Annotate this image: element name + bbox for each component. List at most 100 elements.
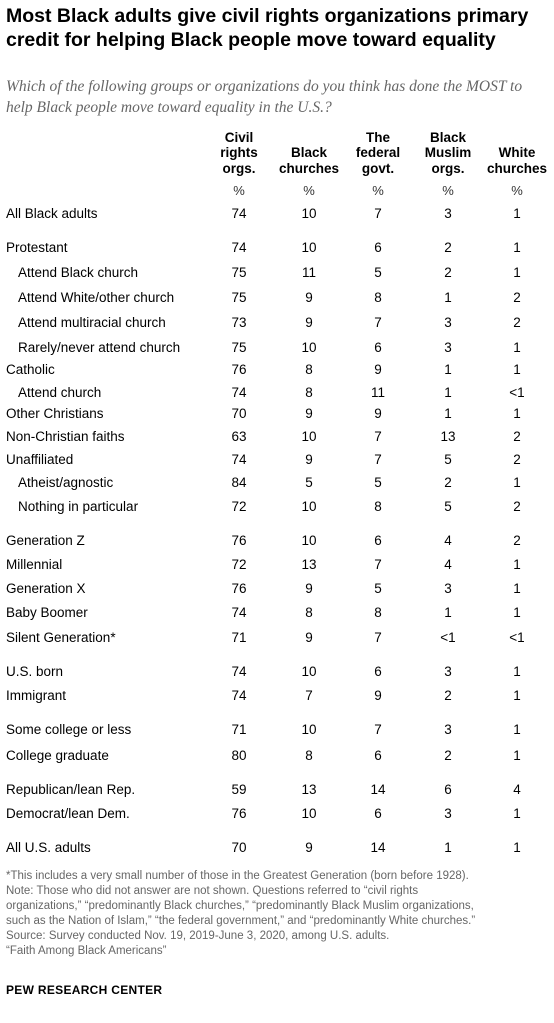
footnote-line: Source: Survey conducted Nov. 19, 2019-J…	[6, 930, 390, 942]
table-cell: 7	[305, 688, 313, 703]
chart-subtitle: Which of the following groups or organiz…	[6, 78, 523, 116]
footnote-line: Note: Those who did not answer are not s…	[6, 885, 419, 897]
row-label: Democrat/lean Dem.	[6, 806, 130, 821]
row-label: Millennial	[6, 557, 63, 572]
table-cell: 6	[374, 748, 382, 763]
table-cell: 71	[231, 722, 247, 737]
table-cell: 74	[231, 452, 247, 467]
table-cell: 63	[231, 429, 247, 444]
table-cell: 74	[231, 688, 247, 703]
table-cell: 10	[301, 206, 317, 221]
table-cell: <1	[440, 630, 456, 645]
table-cell: 5	[374, 581, 382, 596]
table-cell: 8	[374, 605, 382, 620]
table-cell: 1	[444, 605, 452, 620]
table-cell: 72	[231, 499, 247, 514]
footnotes: *This includes a very small number of th…	[6, 869, 551, 959]
table-cell: 84	[231, 475, 247, 490]
row-label: Attend multiracial church	[18, 315, 166, 330]
table-cell: 1	[444, 290, 452, 305]
table-cell: 14	[370, 782, 386, 797]
table-cell: 4	[444, 533, 452, 548]
table-cell: 2	[444, 688, 452, 703]
table-cell: 76	[231, 581, 247, 596]
row-label: Nothing in particular	[18, 499, 139, 514]
row-label: Other Christians	[6, 406, 104, 421]
table-cell: 6	[374, 664, 382, 679]
table-cell: 2	[513, 290, 521, 305]
table-cell: 3	[444, 206, 452, 221]
row-label: Baby Boomer	[6, 605, 88, 620]
table-cell: 3	[444, 722, 452, 737]
table-cell: 1	[444, 385, 452, 400]
table-cell: 59	[231, 782, 247, 797]
table-cell: 9	[374, 688, 382, 703]
table-cell: 2	[444, 265, 452, 280]
row-label: Non-Christian faiths	[6, 429, 125, 444]
table-cell: 10	[301, 429, 317, 444]
row-label: U.S. born	[6, 664, 64, 679]
table-cell: 76	[231, 806, 247, 821]
table-cell: 9	[305, 452, 313, 467]
table-cell: 8	[305, 748, 313, 763]
table-cell: 9	[305, 290, 313, 305]
table-cell: 7	[374, 722, 382, 737]
table-cell: 8	[305, 605, 313, 620]
row-label: Republican/lean Rep.	[6, 782, 136, 797]
table-cell: 2	[444, 475, 452, 490]
table-cell: 7	[374, 429, 382, 444]
table-cell: 72	[231, 557, 247, 572]
chart-title: Most Black adults give civil rights orga…	[6, 5, 529, 51]
row-label: Silent Generation*	[6, 630, 116, 645]
unit-label: %	[303, 183, 315, 198]
table-cell: 2	[513, 429, 521, 444]
row-label: Generation Z	[6, 533, 85, 548]
table-cell: 1	[513, 748, 521, 763]
table-cell: 3	[444, 340, 452, 355]
table-cell: 9	[305, 406, 313, 421]
table-cell: 74	[231, 240, 247, 255]
column-header: The federal govt.	[355, 129, 401, 176]
table-cell: 74	[231, 605, 247, 620]
row-label: Atheist/agnostic	[18, 475, 114, 490]
table-cell: 13	[301, 782, 317, 797]
table-cell: 1	[513, 840, 521, 855]
brand-logo-text: PEW RESEARCH CENTER	[6, 983, 163, 997]
row-label: Some college or less	[6, 722, 132, 737]
table-cell: 6	[374, 533, 382, 548]
table-cell: 76	[231, 362, 247, 377]
table-cell: 8	[305, 362, 313, 377]
table-cell: 1	[513, 240, 521, 255]
table-cell: 9	[305, 630, 313, 645]
table-cell: 1	[513, 557, 521, 572]
table-cell: 10	[301, 499, 317, 514]
table-cell: 1	[513, 340, 521, 355]
table-cell: 3	[444, 664, 452, 679]
table-cell: 7	[374, 557, 382, 572]
table-cell: 10	[301, 533, 317, 548]
table-cell: 1	[513, 362, 521, 377]
table-cell: 2	[513, 533, 521, 548]
table-cell: 80	[231, 748, 247, 763]
row-label: All U.S. adults	[6, 840, 91, 855]
table-cell: 11	[301, 265, 316, 280]
footnote-line: organizations,” “predominantly Black chu…	[6, 900, 474, 912]
table-cell: 2	[513, 315, 521, 330]
row-label: All Black adults	[6, 206, 98, 221]
table-cell: 1	[444, 406, 452, 421]
row-label: Catholic	[6, 362, 55, 377]
table-cell: 1	[513, 806, 521, 821]
table-cell: 14	[370, 840, 386, 855]
row-label: Protestant	[6, 240, 68, 255]
table-cell: 71	[231, 630, 247, 645]
table-cell: 10	[301, 340, 317, 355]
table-cell: 7	[374, 206, 382, 221]
row-label: Generation X	[6, 581, 86, 596]
table-cell: 9	[305, 840, 313, 855]
row-label: College graduate	[6, 748, 109, 763]
row-label: Rarely/never attend church	[18, 340, 181, 355]
table-cell: 10	[301, 664, 317, 679]
column-header: Civil rights orgs.	[220, 129, 258, 176]
table-cell: 1	[513, 688, 521, 703]
table-cell: 1	[513, 722, 521, 737]
